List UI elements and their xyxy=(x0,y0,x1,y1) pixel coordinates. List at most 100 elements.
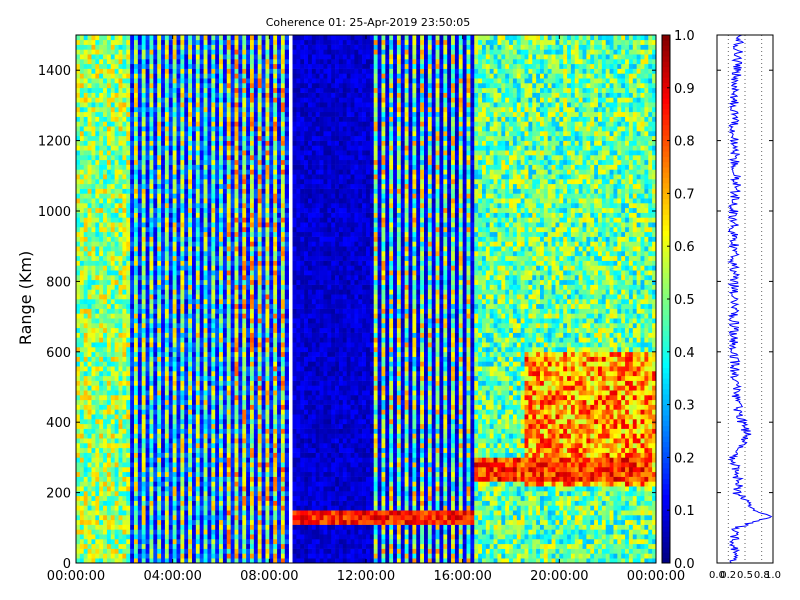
heatmap-cell xyxy=(122,102,127,108)
heatmap-cell xyxy=(219,275,224,281)
heatmap-cell xyxy=(226,438,231,444)
heatmap-cell xyxy=(234,519,239,525)
heatmap-cell xyxy=(203,159,208,165)
heatmap-cell xyxy=(161,193,166,199)
heatmap-cell xyxy=(238,323,243,329)
heatmap-cell xyxy=(83,342,88,348)
heatmap-cell xyxy=(103,198,108,204)
heatmap-cell xyxy=(226,327,231,333)
heatmap-cell xyxy=(91,83,96,89)
heatmap-cell xyxy=(103,126,108,132)
heatmap-cell xyxy=(176,414,181,420)
heatmap-cell xyxy=(106,361,112,367)
heatmap-cell xyxy=(157,54,162,60)
heatmap-cell xyxy=(161,126,166,132)
heatmap-cell xyxy=(95,510,100,516)
heatmap-cell xyxy=(195,375,201,381)
heatmap-cell xyxy=(226,491,231,497)
heatmap-cell xyxy=(238,169,243,175)
heatmap-cell xyxy=(188,97,193,103)
heatmap-cell xyxy=(203,203,208,209)
heatmap-cell xyxy=(222,351,228,357)
heatmap-cell xyxy=(211,179,216,185)
heatmap-cell xyxy=(87,116,92,122)
heatmap-cell xyxy=(192,524,197,530)
heatmap-cell xyxy=(114,553,119,559)
heatmap-cell xyxy=(226,284,231,290)
heatmap-cell xyxy=(76,126,81,132)
heatmap-cell xyxy=(87,35,92,41)
heatmap-cell xyxy=(226,111,231,117)
heatmap-cell xyxy=(219,87,224,93)
heatmap-cell xyxy=(246,471,251,477)
heatmap-cell xyxy=(211,231,216,237)
heatmap-cell xyxy=(188,63,193,69)
heatmap-cell xyxy=(215,385,220,391)
heatmap-cell xyxy=(188,553,193,559)
heatmap-cell xyxy=(242,500,247,506)
heatmap-cell xyxy=(91,447,96,453)
heatmap-cell xyxy=(180,212,185,218)
heatmap-cell xyxy=(195,255,201,261)
heatmap-cell xyxy=(203,121,208,127)
heatmap-cell xyxy=(188,83,193,89)
heatmap-cell xyxy=(141,135,146,141)
heatmap-cell xyxy=(130,203,135,209)
heatmap-cell xyxy=(238,131,243,137)
heatmap-cell xyxy=(95,447,100,453)
heatmap-cell xyxy=(95,371,100,377)
heatmap-cell xyxy=(246,303,251,309)
heatmap-cell xyxy=(242,135,247,141)
heatmap-cell xyxy=(207,49,212,55)
heatmap-cell xyxy=(95,255,100,261)
heatmap-cell xyxy=(83,318,88,324)
heatmap-cell xyxy=(91,207,96,213)
heatmap-cell xyxy=(95,97,100,103)
heatmap-cell xyxy=(79,318,85,324)
heatmap-cell xyxy=(215,462,220,468)
heatmap-cell xyxy=(130,500,135,506)
heatmap-cell xyxy=(222,97,228,103)
heatmap-cell xyxy=(168,452,173,458)
heatmap-cell xyxy=(141,337,146,343)
heatmap-cell xyxy=(188,111,193,117)
heatmap-cell xyxy=(168,510,173,516)
heatmap-cell xyxy=(234,227,239,233)
heatmap-cell xyxy=(195,366,201,372)
heatmap-cell xyxy=(226,515,231,521)
heatmap-cell xyxy=(122,198,127,204)
heatmap-cell xyxy=(195,251,201,257)
heatmap-cell xyxy=(211,303,216,309)
heatmap-cell xyxy=(95,347,100,353)
heatmap-cell xyxy=(91,318,96,324)
heatmap-cell xyxy=(76,428,81,434)
heatmap-cell xyxy=(134,318,139,324)
heatmap-cell xyxy=(215,59,220,65)
heatmap-cell xyxy=(219,495,224,501)
heatmap-cell xyxy=(141,217,146,223)
heatmap-cell xyxy=(211,452,216,458)
heatmap-cell xyxy=(83,404,88,410)
heatmap-cell xyxy=(118,275,123,281)
heatmap-cell xyxy=(168,303,173,309)
heatmap-cell xyxy=(83,116,88,122)
heatmap-cell xyxy=(180,299,185,305)
heatmap-cell xyxy=(149,231,154,237)
heatmap-cell xyxy=(230,231,235,237)
heatmap-cell xyxy=(76,275,81,281)
heatmap-cell xyxy=(79,409,85,415)
heatmap-cell xyxy=(79,241,85,247)
heatmap-cell xyxy=(114,68,119,74)
heatmap-cell xyxy=(76,495,81,501)
heatmap-cell xyxy=(137,443,143,449)
heatmap-cell xyxy=(114,284,119,290)
heatmap-cell xyxy=(188,59,193,65)
heatmap-cell xyxy=(211,385,216,391)
heatmap-cell xyxy=(215,193,220,199)
heatmap-cell xyxy=(106,505,112,511)
heatmap-cell xyxy=(76,409,81,415)
heatmap-cell xyxy=(222,524,228,530)
heatmap-cell xyxy=(145,375,150,381)
heatmap-cell xyxy=(130,284,135,290)
heatmap-cell xyxy=(137,351,143,357)
